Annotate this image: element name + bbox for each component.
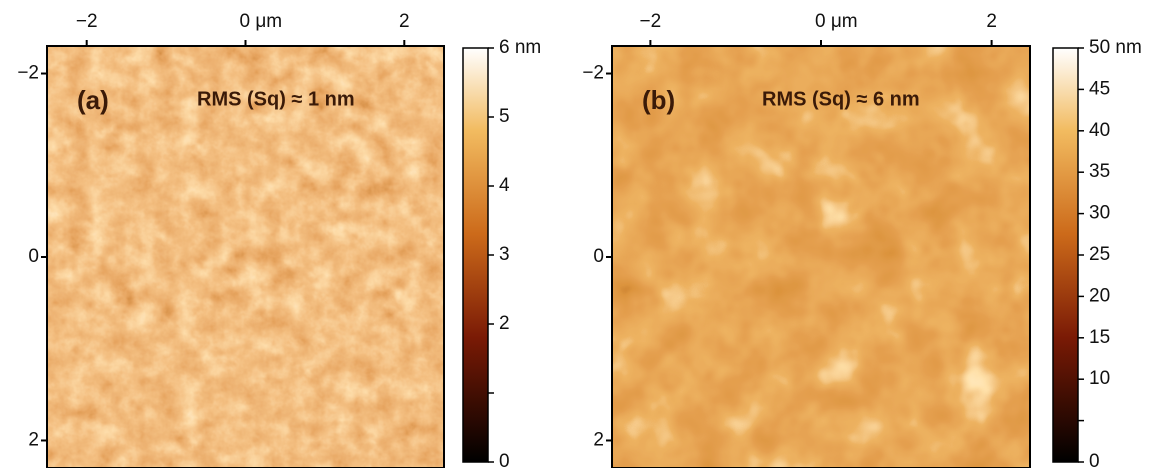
colorbar-tick-label: 30 <box>1089 203 1110 224</box>
colorbar-tick-label: 5 <box>499 106 510 127</box>
x-tick-label: −2 <box>76 11 98 32</box>
colorbar-tick-label: 10 <box>1089 368 1110 389</box>
y-tick-label: −2 <box>17 63 39 84</box>
colorbar-tick-label: 0 <box>1089 451 1100 468</box>
colorbar-tick-label: 0 <box>499 451 510 468</box>
colorbar-tick-label: 4 <box>499 175 510 196</box>
colorbar-tick-label: 20 <box>1089 285 1110 306</box>
y-tick-label: 0 <box>28 246 39 267</box>
annotation: RMS (Sq) ≈ 1 nm <box>197 88 355 110</box>
colorbar-tick-label: 45 <box>1089 78 1110 99</box>
y-tick-label: 2 <box>28 429 39 450</box>
colorbar-tick-label: 15 <box>1089 327 1110 348</box>
x-tick-label: 2 <box>986 11 997 32</box>
x-tick-label: −2 <box>640 11 662 32</box>
colorbar-tick-label: 50 nm <box>1089 37 1142 58</box>
colorbar-tick-label: 25 <box>1089 244 1110 265</box>
colorbar-tick-label: 6 nm <box>499 37 541 58</box>
annotation: RMS (Sq) ≈ 6 nm <box>762 88 920 110</box>
panel-label: (b) <box>642 85 675 115</box>
figure: −20 μm2−202(a)RMS (Sq) ≈ 1 nm023456 nm−2… <box>0 0 1166 468</box>
colorbar-tick-label: 40 <box>1089 120 1110 141</box>
y-tick-label: −2 <box>582 63 604 84</box>
colorbar <box>463 48 488 462</box>
colorbar-tick-label: 3 <box>499 244 510 265</box>
y-tick-label: 0 <box>593 246 604 267</box>
colorbar-tick-label: 2 <box>499 313 510 334</box>
colorbar-tick-label: 35 <box>1089 161 1110 182</box>
x-tick-label: 0 μm <box>240 11 283 32</box>
x-tick-label: 0 μm <box>815 11 858 32</box>
y-tick-label: 2 <box>593 429 604 450</box>
x-tick-label: 2 <box>399 11 410 32</box>
panel-label: (a) <box>77 85 109 115</box>
colorbar <box>1053 48 1078 462</box>
